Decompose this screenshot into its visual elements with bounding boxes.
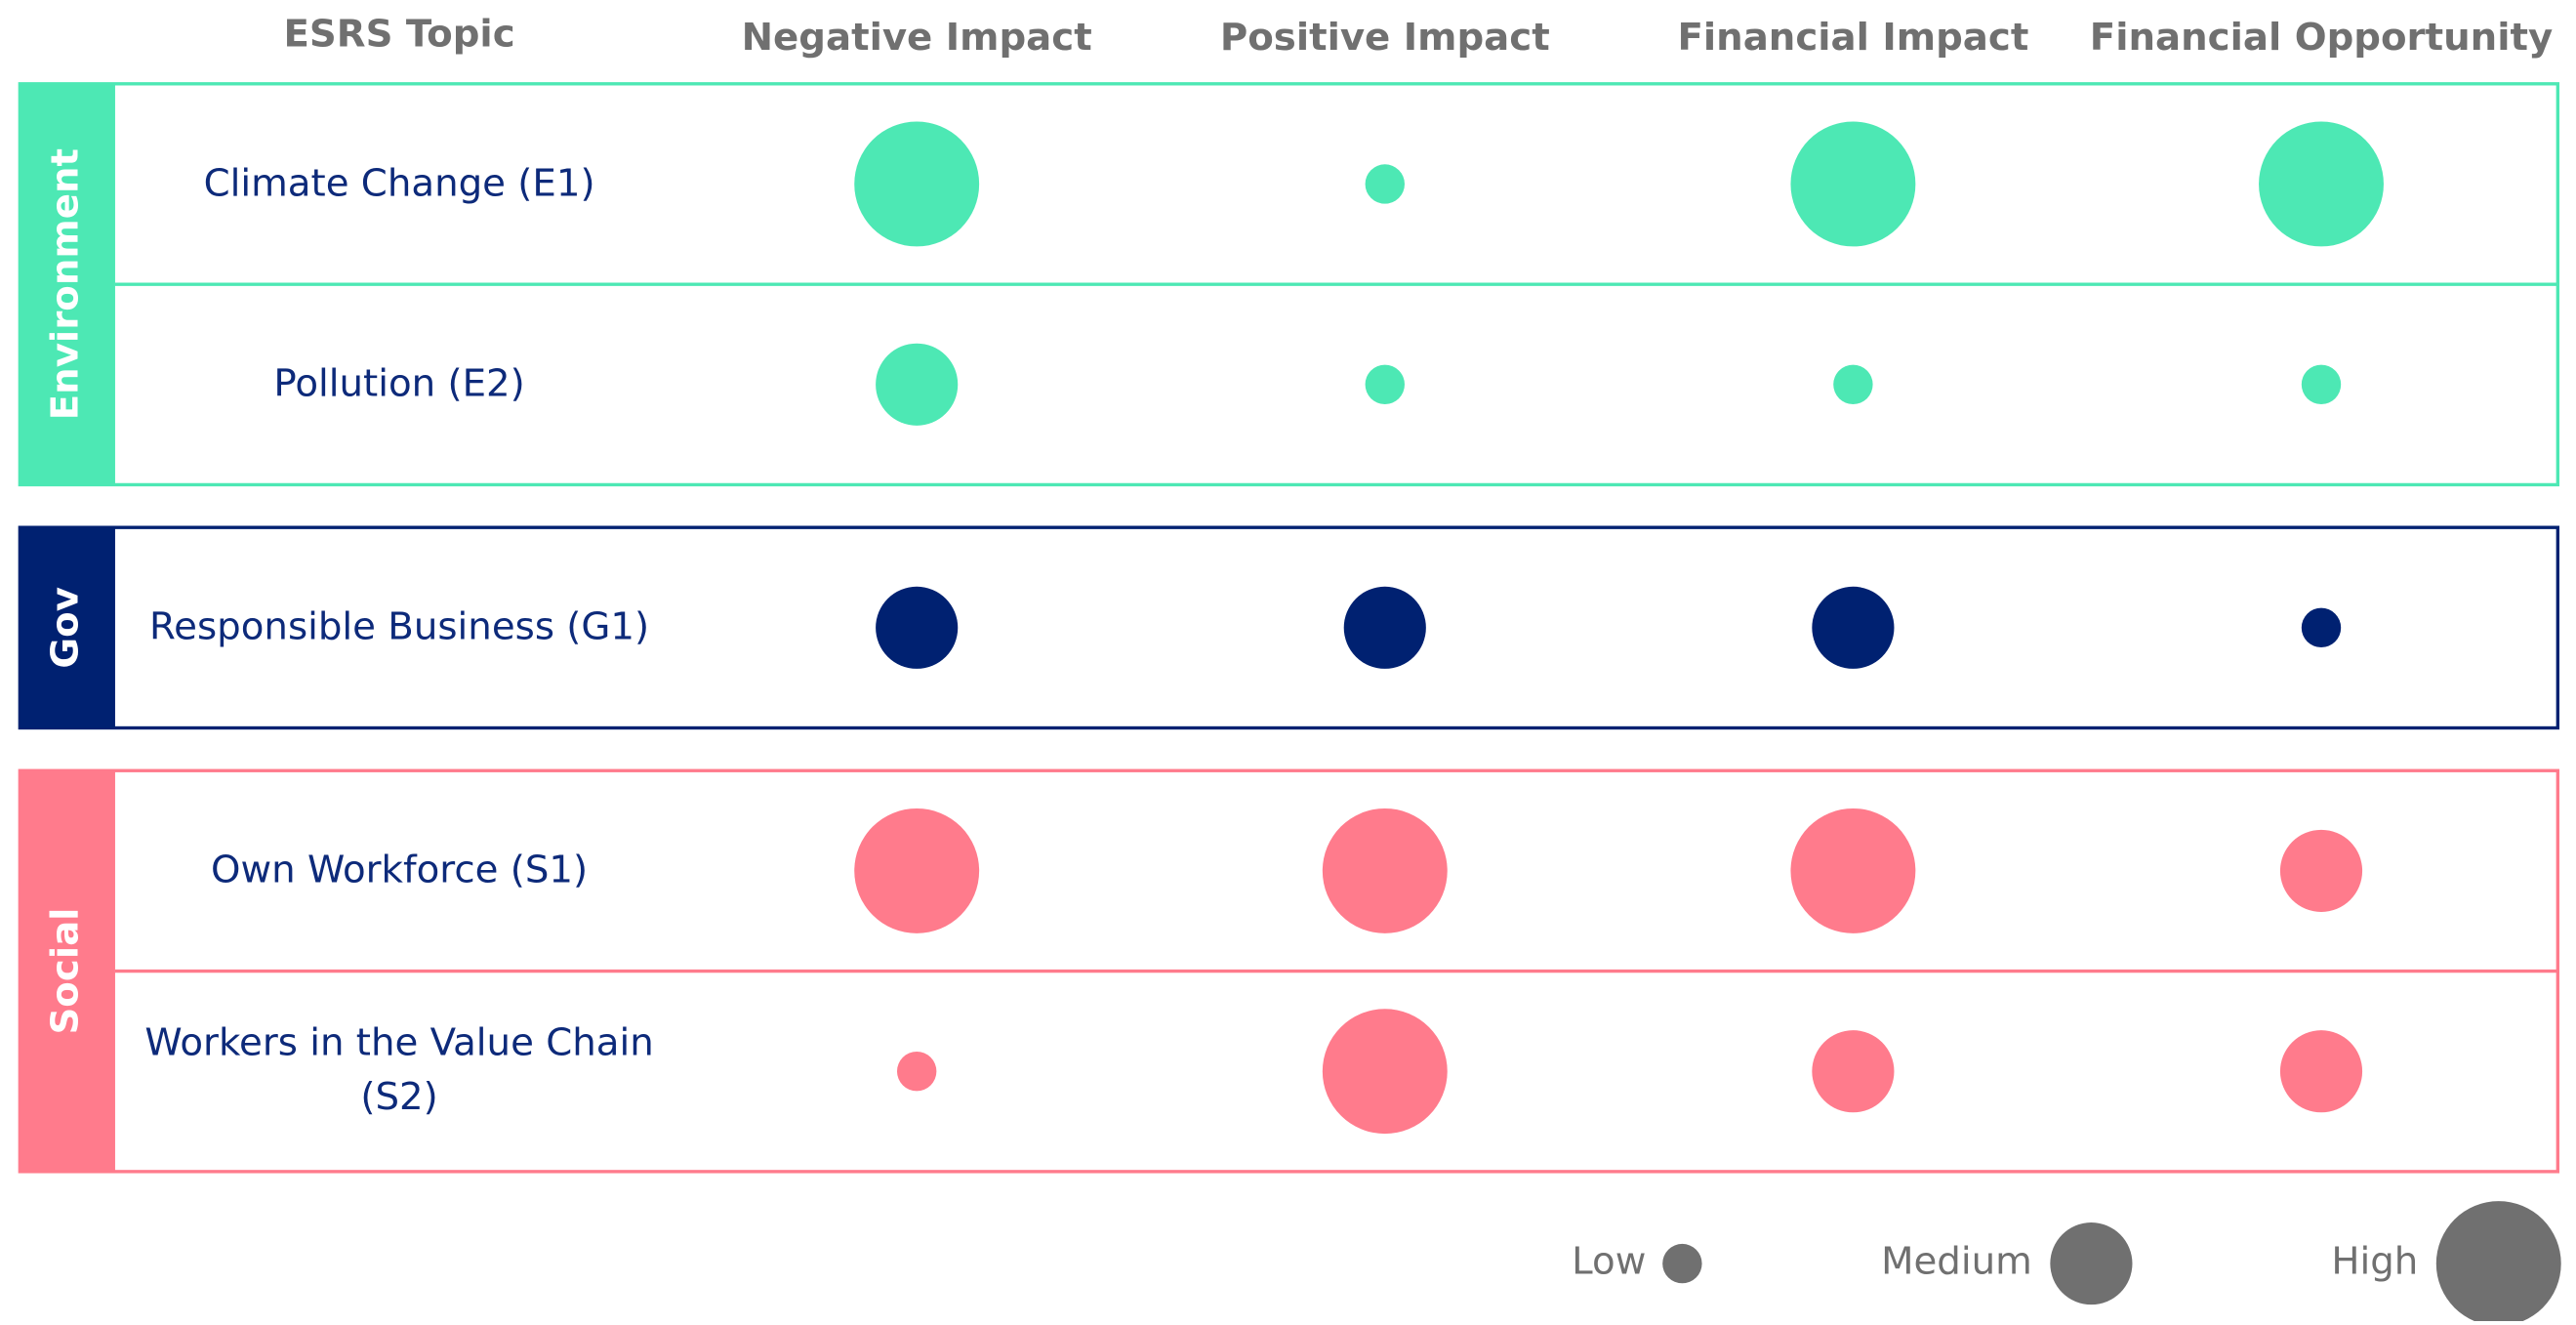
topic-cell: Workers in the Value Chain (S2) (144, 1021, 654, 1120)
impact-bubble (1790, 121, 1916, 247)
impact-bubble (896, 1052, 937, 1092)
impact-bubble (1790, 807, 1916, 933)
topic-header: ESRS Topic (284, 13, 515, 57)
topic-cell: Own Workforce (S1) (211, 849, 589, 891)
legend-label: Low (1572, 1240, 1646, 1284)
legend-label: High (2331, 1240, 2418, 1284)
legend-bubble (1662, 1243, 1702, 1284)
group-label: Environment (44, 148, 88, 420)
column-header: Negative Impact (742, 16, 1092, 60)
topic-label: Climate Change (E1) (203, 161, 595, 205)
group-band (20, 770, 115, 1172)
impact-bubble (876, 343, 959, 426)
topic-cell: Climate Change (E1) (203, 161, 595, 205)
group-label: Gov (44, 587, 88, 669)
topic-label: Responsible Business (G1) (149, 605, 650, 648)
impact-bubble (2279, 829, 2363, 912)
topic-cell: Pollution (E2) (273, 362, 525, 405)
impact-bubble (854, 121, 980, 247)
group-band (20, 83, 115, 485)
legend-bubble (2435, 1201, 2561, 1325)
impact-bubble (1365, 164, 1405, 204)
impact-bubble (1833, 364, 1873, 404)
column-header: Financial Opportunity (2090, 16, 2553, 60)
impact-bubble (2301, 607, 2342, 648)
legend-bubble (2050, 1222, 2133, 1305)
impact-bubble (1343, 586, 1426, 669)
impact-bubble (1365, 364, 1405, 404)
column-header: Financial Impact (1677, 16, 2028, 60)
impact-bubble (2279, 1030, 2363, 1113)
impact-bubble (1812, 1030, 1895, 1113)
column-header: Positive Impact (1220, 16, 1550, 60)
group-band (20, 527, 115, 728)
impact-bubble (854, 807, 980, 933)
impact-bubble (876, 586, 959, 669)
impact-bubble (2259, 121, 2384, 247)
topic-label: Own Workforce (S1) (211, 849, 589, 891)
impact-bubble (1322, 1009, 1448, 1135)
impact-bubble (1812, 586, 1895, 669)
topic-label: Workers in the Value Chain (S2) (144, 1021, 654, 1120)
topic-label: Pollution (E2) (273, 362, 525, 405)
group-label: Social (44, 908, 88, 1035)
legend-label: Medium (1881, 1240, 2032, 1284)
impact-bubble (2301, 364, 2342, 404)
impact-bubble (1322, 807, 1448, 933)
topic-cell: Responsible Business (G1) (149, 605, 650, 648)
